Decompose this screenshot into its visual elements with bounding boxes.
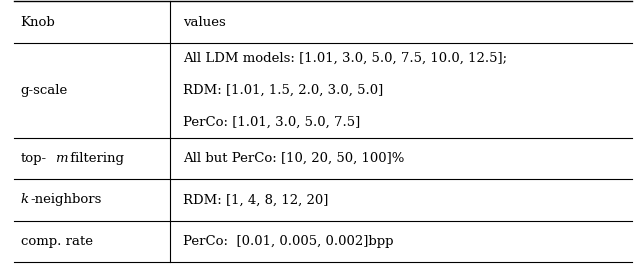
- Text: filtering: filtering: [66, 152, 124, 165]
- Text: PerCo:  [0.01, 0.005, 0.002]bpp: PerCo: [0.01, 0.005, 0.002]bpp: [183, 235, 394, 248]
- Text: g-scale: g-scale: [20, 84, 68, 97]
- Text: values: values: [183, 16, 226, 29]
- Text: RDM: [1, 4, 8, 12, 20]: RDM: [1, 4, 8, 12, 20]: [183, 193, 328, 206]
- Text: top-: top-: [20, 152, 47, 165]
- Text: RDM: [1.01, 1.5, 2.0, 3.0, 5.0]: RDM: [1.01, 1.5, 2.0, 3.0, 5.0]: [183, 84, 383, 97]
- Text: -neighbors: -neighbors: [30, 193, 101, 206]
- Text: k: k: [20, 193, 29, 206]
- Text: m: m: [56, 152, 68, 165]
- Text: PerCo: [1.01, 3.0, 5.0, 7.5]: PerCo: [1.01, 3.0, 5.0, 7.5]: [183, 115, 360, 128]
- Text: comp. rate: comp. rate: [20, 235, 93, 248]
- Text: All LDM models: [1.01, 3.0, 5.0, 7.5, 10.0, 12.5];: All LDM models: [1.01, 3.0, 5.0, 7.5, 10…: [183, 52, 507, 65]
- Text: Knob: Knob: [20, 16, 55, 29]
- Text: All but PerCo: [10, 20, 50, 100]%: All but PerCo: [10, 20, 50, 100]%: [183, 152, 404, 165]
